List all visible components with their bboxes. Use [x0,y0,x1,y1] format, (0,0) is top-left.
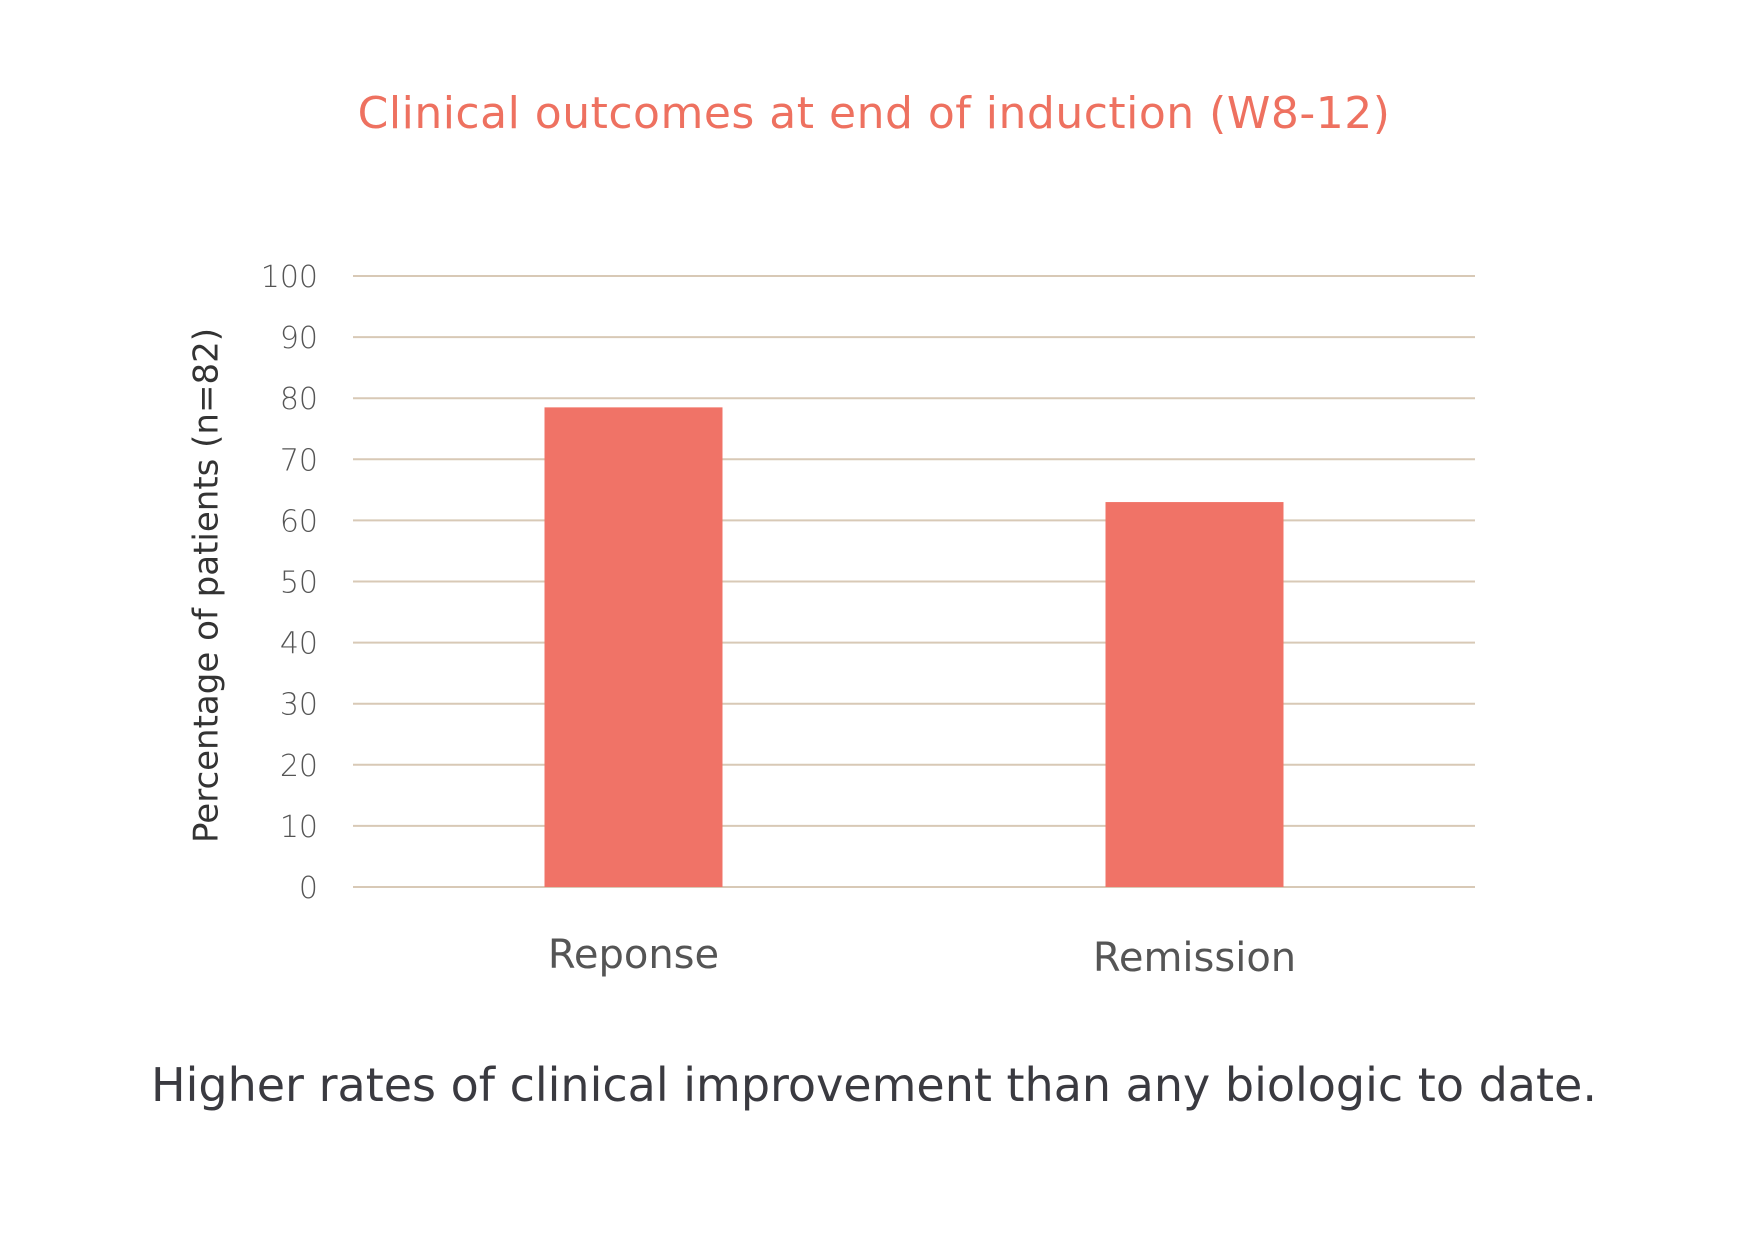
y-axis-label: Percentage of patients (n=82) [187,328,227,843]
gridlines [353,275,1475,888]
bar-remission [1105,502,1284,887]
y-tick-label: 10 [280,810,318,845]
chart-title: Clinical outcomes at end of induction (W… [357,88,1391,139]
x-category-label: Remission [1093,935,1296,981]
y-tick-label: 40 [280,627,318,662]
y-axis-ticks: 0 10 20 30 40 50 60 70 80 90 100 [261,260,318,906]
y-tick-label: 50 [280,566,318,601]
bar-reponse [544,407,723,887]
y-tick-label: 0 [299,871,318,906]
y-tick-label: 90 [280,321,318,356]
y-tick-label: 70 [280,443,318,478]
caption: Higher rates of clinical improvement tha… [151,1058,1597,1112]
y-tick-label: 80 [280,382,318,417]
x-category-label: Reponse [548,932,719,978]
bars [544,407,1284,887]
y-tick-label: 30 [280,688,318,723]
y-tick-label: 20 [280,749,318,784]
y-tick-label: 100 [261,260,318,295]
y-tick-label: 60 [280,504,318,539]
x-axis-categories: Reponse Remission [548,932,1296,981]
